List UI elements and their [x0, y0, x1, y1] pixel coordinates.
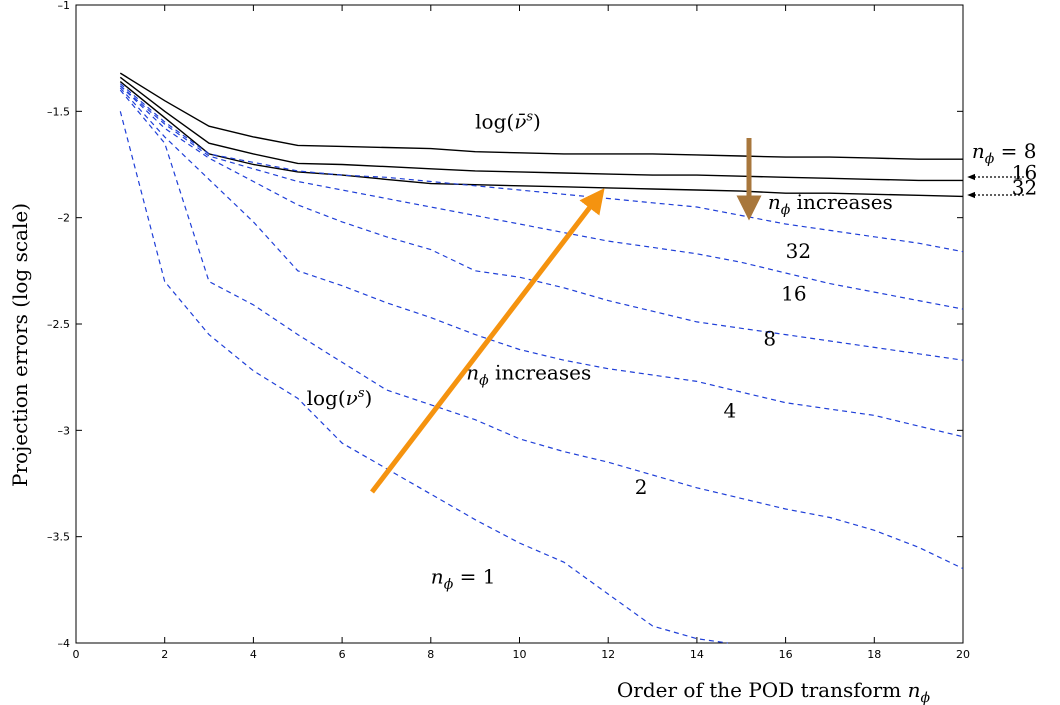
annotation-8: 4: [724, 399, 737, 423]
x-tick-label: 2: [161, 648, 168, 661]
dashed-series-1: [119, 111, 728, 644]
annotation-1: log(νs): [307, 386, 373, 410]
annotation-4: nϕ = 1: [431, 564, 496, 592]
annotation-9: 2: [635, 475, 648, 499]
annotation-11: 16: [1012, 160, 1037, 184]
x-tick-label: 16: [779, 648, 793, 661]
solid-series-32: [119, 81, 964, 198]
plot-area: [75, 4, 964, 644]
annotation-6: 16: [781, 282, 806, 306]
solid-series-16: [119, 76, 963, 182]
annotation-12: 32: [1012, 175, 1037, 199]
orange-increase-arrow: [370, 188, 605, 494]
dashed-series-2: [119, 89, 964, 570]
dashed-series-8: [119, 85, 964, 361]
y-tick-label: –3: [58, 424, 71, 437]
x-tick-label: 18: [867, 648, 881, 661]
annotation-5: 32: [786, 239, 811, 263]
dashed-series-16: [119, 85, 964, 310]
x-tick-label: 20: [956, 648, 970, 661]
y-tick-label: –1: [58, 0, 71, 12]
axis-ticks: 0 2 4 6 8 10 12 14 16 18 20 –1 –1.5 –2 –2.5 –3 –3.5 –4: [47, 0, 970, 661]
x-tick-label: 4: [250, 648, 257, 661]
annotation-3: nϕ increases: [466, 360, 591, 388]
annotation-7: 8: [763, 326, 776, 350]
solid-series-8: [119, 72, 963, 160]
x-tick-label: 8: [427, 648, 434, 661]
y-axis-label: Projection errors (log scale): [8, 203, 32, 487]
dashed-series-4: [119, 87, 964, 438]
dashed-series-32: [119, 83, 964, 253]
y-tick-label: –1.5: [47, 105, 70, 118]
annotation-2: nϕ increases: [768, 190, 893, 218]
x-axis-label: Order of the POD transform nϕ: [617, 678, 931, 705]
y-tick-label: –4: [58, 637, 71, 650]
x-tick-label: 14: [690, 648, 704, 661]
y-tick-label: –3.5: [47, 531, 70, 544]
x-tick-label: 6: [339, 648, 346, 661]
x-tick-label: 12: [601, 648, 615, 661]
y-tick-label: –2: [58, 212, 71, 225]
y-tick-label: –2.5: [47, 318, 70, 331]
plot-frame: [75, 4, 964, 644]
x-tick-label: 10: [513, 648, 527, 661]
annotation-10: nϕ = 8: [972, 139, 1037, 167]
annotation-0: log(ν̄s): [475, 109, 541, 133]
x-tick-label: 0: [73, 648, 80, 661]
